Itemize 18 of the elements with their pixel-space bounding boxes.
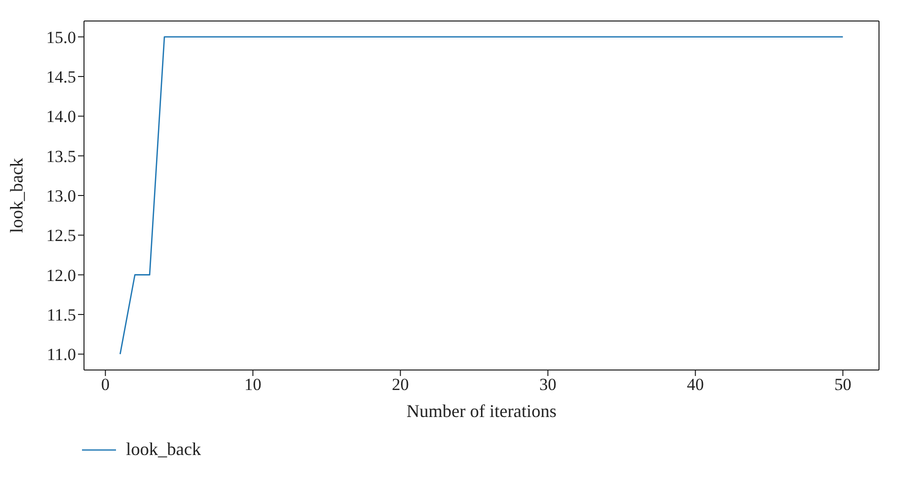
- x-tick-label: 20: [392, 375, 409, 394]
- x-tick-label: 10: [244, 375, 262, 394]
- y-tick-label: 13.5: [46, 146, 76, 166]
- y-tick-label: 11.5: [46, 306, 76, 325]
- x-tick-label: 30: [539, 375, 556, 394]
- x-axis-title: Number of iterations: [406, 401, 556, 421]
- y-axis-title: look_back: [6, 158, 26, 233]
- y-tick-label: 15.0: [46, 28, 76, 47]
- y-tick-label: 14.0: [46, 107, 76, 126]
- x-tick-label: 50: [834, 375, 852, 394]
- y-tick-label: 12.0: [46, 266, 76, 285]
- y-tick-label: 14.5: [46, 68, 76, 87]
- x-tick-label: 0: [101, 375, 110, 394]
- x-tick-label: 40: [686, 375, 704, 394]
- y-tick-label: 13.0: [46, 186, 76, 206]
- y-tick-label: 11.0: [46, 345, 76, 364]
- legend-label: look_back: [126, 439, 201, 460]
- y-tick-label: 12.5: [46, 226, 76, 246]
